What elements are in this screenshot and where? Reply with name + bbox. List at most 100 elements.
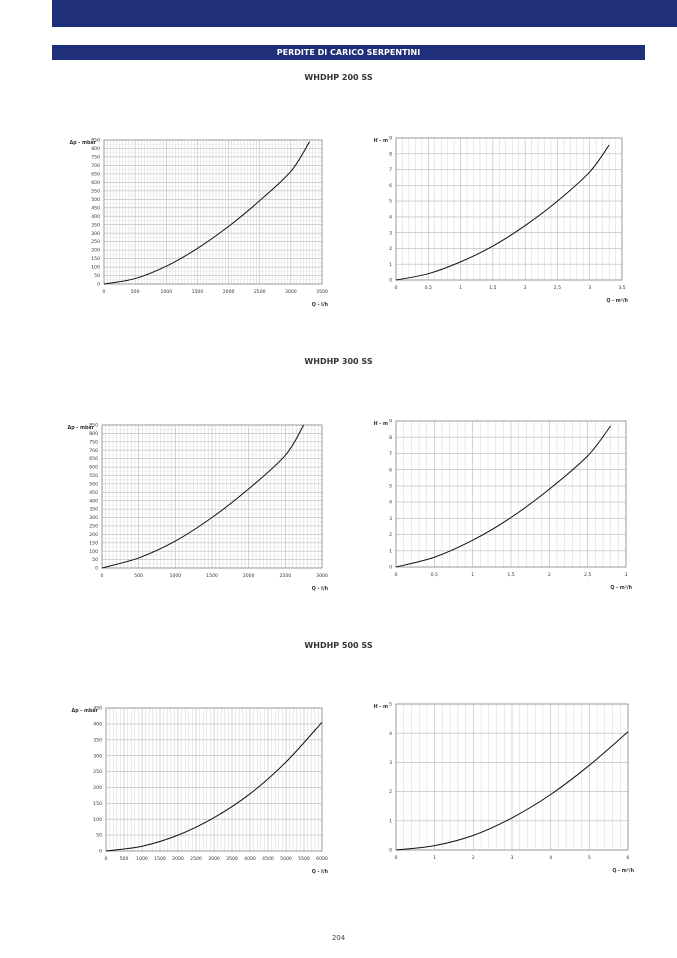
y-tick-label: 500 bbox=[89, 481, 98, 487]
y-tick-label: 0 bbox=[389, 565, 392, 571]
x-tick-label: 1500 bbox=[206, 573, 218, 579]
y-tick-label: 700 bbox=[89, 448, 98, 454]
y-tick-label: 0 bbox=[97, 282, 100, 288]
y-tick-label: 650 bbox=[91, 171, 100, 177]
x-tick-label: 1000 bbox=[169, 573, 181, 579]
x-tick-label: 2000 bbox=[223, 289, 235, 295]
y-tick-label: 7 bbox=[389, 167, 392, 173]
x-tick-label: 3 bbox=[588, 285, 591, 291]
x-tick-label: 4500 bbox=[262, 856, 274, 862]
x-tick-label: 1000 bbox=[160, 289, 172, 295]
y-tick-label: 150 bbox=[89, 540, 98, 546]
y-tick-label: 750 bbox=[91, 155, 100, 161]
y-tick-label: 200 bbox=[89, 532, 98, 538]
x-tick-label: 2 bbox=[548, 572, 551, 578]
y-tick-label: 100 bbox=[89, 549, 98, 555]
y-tick-label: 8 bbox=[389, 151, 392, 157]
y-axis-label: Δp - mbar bbox=[71, 708, 98, 714]
page-number: 204 bbox=[331, 934, 346, 942]
x-tick-label: 3000 bbox=[285, 289, 297, 295]
y-tick-label: 100 bbox=[93, 817, 102, 823]
series-curve bbox=[395, 425, 612, 568]
x-tick-label: 4000 bbox=[244, 856, 256, 862]
x-tick-label: 3000 bbox=[208, 856, 220, 862]
x-tick-label: 0 bbox=[395, 572, 398, 578]
x-tick-label: 6 bbox=[627, 855, 630, 861]
y-tick-label: 9 bbox=[389, 419, 392, 425]
x-tick-label: 0 bbox=[395, 855, 398, 861]
y-tick-label: 450 bbox=[93, 706, 102, 712]
x-tick-label: 5 bbox=[588, 855, 591, 861]
series-curve bbox=[395, 731, 629, 851]
x-axis-label: Q - l/h bbox=[312, 869, 329, 875]
x-tick-label: 1,5 bbox=[489, 285, 496, 291]
x-tick-label: 0,5 bbox=[425, 285, 432, 291]
x-tick-label: 1 bbox=[459, 285, 462, 291]
x-tick-label: 3500 bbox=[316, 289, 328, 295]
y-tick-label: 5 bbox=[389, 483, 392, 489]
x-tick-label: 2500 bbox=[190, 856, 202, 862]
y-tick-label: 400 bbox=[91, 214, 100, 220]
y-tick-label: 0 bbox=[95, 566, 98, 572]
y-tick-label: 9 bbox=[389, 136, 392, 142]
x-tick-label: 1 bbox=[433, 855, 436, 861]
y-axis-label: H - m bbox=[374, 138, 388, 144]
y-tick-label: 750 bbox=[89, 439, 98, 445]
y-tick-label: 0 bbox=[389, 278, 392, 284]
y-tick-label: 250 bbox=[93, 769, 102, 775]
series-curve bbox=[395, 144, 610, 281]
x-tick-label: 500 bbox=[134, 573, 143, 579]
plot-frame bbox=[395, 703, 629, 851]
x-axis-label: Q - m³/h bbox=[612, 868, 634, 874]
head-chart-200: 0 0,5 1 1,5 2 2,5 3 3,5 0 1 2 3 4 5 6 7 8 9H - m Q - m³/h bbox=[374, 136, 629, 304]
x-tick-label: 1,5 bbox=[507, 572, 514, 578]
x-tick-label: 0,5 bbox=[431, 572, 438, 578]
y-tick-label: 400 bbox=[93, 721, 102, 727]
y-tick-label: 500 bbox=[91, 197, 100, 203]
y-tick-label: 4 bbox=[389, 214, 392, 220]
y-axis-label: H - m bbox=[374, 704, 388, 710]
x-tick-label: 0 bbox=[105, 856, 108, 862]
x-tick-label: 5000 bbox=[280, 856, 292, 862]
plot-frame bbox=[103, 139, 323, 285]
series-curve bbox=[103, 141, 310, 285]
y-tick-label: 600 bbox=[89, 465, 98, 471]
y-tick-label: 300 bbox=[89, 515, 98, 521]
y-tick-label: 450 bbox=[91, 205, 100, 211]
y-tick-label: 3 bbox=[389, 760, 392, 766]
y-tick-label: 8 bbox=[389, 435, 392, 441]
y-tick-label: 6 bbox=[389, 183, 392, 189]
x-axis-label: Q - m³/h bbox=[606, 298, 628, 304]
plot-frame bbox=[105, 707, 323, 852]
section-title: PERDITE DI CARICO SERPENTINI bbox=[52, 45, 645, 60]
y-tick-label: 3 bbox=[389, 230, 392, 236]
y-tick-label: 850 bbox=[91, 138, 100, 144]
y-tick-label: 350 bbox=[93, 737, 102, 743]
x-tick-label: 1000 bbox=[136, 856, 148, 862]
x-tick-label: 0 bbox=[395, 285, 398, 291]
x-tick-label: 1500 bbox=[192, 289, 204, 295]
y-tick-label: 2 bbox=[389, 532, 392, 538]
x-tick-label: 3000 bbox=[316, 573, 328, 579]
top-brand-bar bbox=[52, 0, 677, 27]
y-tick-label: 0 bbox=[99, 849, 102, 855]
plot-frame bbox=[101, 424, 323, 569]
y-tick-label: 5 bbox=[389, 199, 392, 205]
x-tick-label: 2,5 bbox=[584, 572, 591, 578]
x-tick-label: 6000 bbox=[316, 856, 328, 862]
x-tick-label: 4 bbox=[549, 855, 552, 861]
y-tick-label: 4 bbox=[389, 500, 392, 506]
plot-frame bbox=[395, 137, 623, 281]
y-tick-label: 3 bbox=[389, 516, 392, 522]
y-tick-label: 800 bbox=[89, 431, 98, 437]
head-chart-300: 0 0,5 1 1,5 2 2,5 3 0 1 2 3 4 5 6 7 8 9H - m Q - m³/h bbox=[374, 419, 633, 591]
x-tick-label: 2 bbox=[524, 285, 527, 291]
y-axis-label: Δp - mbar bbox=[69, 140, 96, 146]
y-tick-label: 50 bbox=[92, 557, 98, 563]
x-axis-label: Q - l/h bbox=[312, 586, 329, 592]
y-tick-label: 1 bbox=[389, 818, 392, 824]
model-title-200: WHDHP 200 SS bbox=[304, 73, 373, 82]
y-tick-label: 200 bbox=[93, 785, 102, 791]
x-tick-label: 500 bbox=[120, 856, 129, 862]
